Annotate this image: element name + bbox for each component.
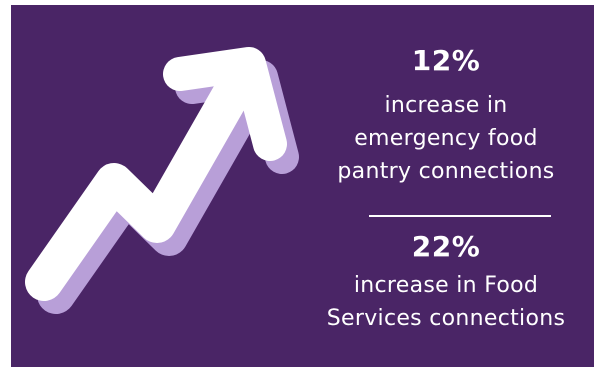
arrow-main (25, 47, 287, 301)
stat-description-food-services: increase in Food Services connections (301, 269, 591, 335)
stat-value-pantry: 12% (411, 44, 481, 77)
stat-description-line: increase in Food (353, 273, 539, 298)
trending-up-arrow-icon (25, 47, 299, 314)
stat-description-line: increase in (384, 93, 508, 118)
stat-description-line: pantry connections (337, 159, 555, 184)
stat-description-line: emergency food (354, 126, 538, 151)
stat-value-food-services: 22% (411, 230, 481, 263)
divider (369, 215, 551, 217)
infographic-panel: 12% increase in emergency food pantry co… (11, 5, 594, 367)
stats-column: 12% increase in emergency food pantry co… (301, 5, 591, 367)
stat-description-line: Services connections (326, 306, 566, 331)
stat-description-pantry: increase in emergency food pantry connec… (301, 89, 591, 188)
